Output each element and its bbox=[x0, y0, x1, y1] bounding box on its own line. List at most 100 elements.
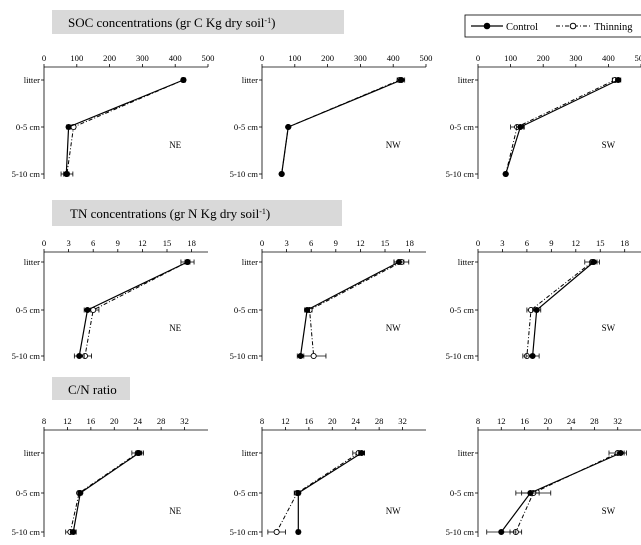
legend-box bbox=[464, 14, 641, 38]
y-tick-label: 0-5 cm bbox=[234, 305, 258, 315]
thinning-line bbox=[276, 452, 359, 533]
thinning-point bbox=[310, 352, 317, 360]
y-tick-label: 5-10 cm bbox=[12, 351, 41, 361]
control-line bbox=[65, 79, 184, 175]
x-tick-label: 500 bbox=[202, 53, 215, 63]
tn-title-text: TN concentrations (gr N Kg dry soil bbox=[70, 206, 260, 221]
x-tick-label: 12 bbox=[281, 416, 290, 426]
x-tick-label: 24 bbox=[567, 416, 576, 426]
x-tick-label: 0 bbox=[42, 53, 46, 63]
y-tick-label: litter bbox=[24, 257, 40, 267]
x-tick-label: 200 bbox=[537, 53, 550, 63]
control-point bbox=[615, 76, 622, 84]
x-tick-label: 20 bbox=[544, 416, 553, 426]
x-tick-label: 18 bbox=[405, 238, 414, 248]
x-tick-label: 200 bbox=[103, 53, 116, 63]
control-point bbox=[295, 489, 302, 497]
x-tick-label: 200 bbox=[321, 53, 334, 63]
x-tick-label: 8 bbox=[260, 416, 264, 426]
x-tick-label: 16 bbox=[520, 416, 529, 426]
control-point bbox=[527, 489, 534, 497]
legend-control-marker bbox=[483, 22, 491, 30]
x-tick-label: 400 bbox=[602, 53, 615, 63]
panel-nw-r1: 0 3 6 9 12 15 18 litter 0-5 cm 5-10 cm NW bbox=[230, 238, 426, 361]
panel-nw-r2: 8 12 16 20 24 28 32 litter 0-5 cm 5-10 cm NW bbox=[230, 416, 426, 537]
x-tick-label: 3 bbox=[500, 238, 504, 248]
y-tick-label: 0-5 cm bbox=[450, 305, 474, 315]
control-point bbox=[285, 123, 292, 131]
x-tick-label: 3 bbox=[66, 238, 70, 248]
y-tick-label: litter bbox=[242, 75, 258, 85]
x-tick-label: 500 bbox=[420, 53, 433, 63]
x-tick-label: 12 bbox=[572, 238, 581, 248]
x-tick-label: 0 bbox=[476, 53, 480, 63]
control-point bbox=[180, 76, 187, 84]
control-point bbox=[70, 528, 77, 536]
y-tick-label: 5-10 cm bbox=[230, 169, 259, 179]
control-point bbox=[533, 306, 540, 314]
x-tick-label: 9 bbox=[116, 238, 120, 248]
cn-title-box bbox=[52, 377, 130, 400]
control-point bbox=[84, 306, 91, 314]
x-tick-label: 12 bbox=[356, 238, 365, 248]
panel-nw-r0: 0 100 200 300 400 500 litter 0-5 cm 5-10 cm NW bbox=[230, 53, 433, 179]
control-point bbox=[278, 170, 285, 178]
x-tick-label: 12 bbox=[497, 416, 506, 426]
x-tick-label: 0 bbox=[260, 53, 264, 63]
control-point bbox=[184, 258, 191, 266]
soc-title-text: SOC concentrations (gr C Kg dry soil bbox=[68, 15, 265, 30]
y-tick-label: 0-5 cm bbox=[450, 122, 474, 132]
panel-sw-r0: 0 100 200 300 400 500 litter 0-5 cm 5-10 cm SW bbox=[446, 53, 641, 179]
x-tick-label: 32 bbox=[180, 416, 189, 426]
control-point bbox=[398, 76, 405, 84]
y-tick-label: litter bbox=[242, 257, 258, 267]
panel-label: SW bbox=[602, 140, 616, 150]
panel-sw-r1: 0 3 6 9 12 15 18 litter 0-5 cm 5-10 cm SW bbox=[446, 238, 641, 361]
x-tick-label: 32 bbox=[613, 416, 622, 426]
x-tick-label: 16 bbox=[87, 416, 96, 426]
soc-title: SOC concentrations (gr C Kg dry soil-1) bbox=[68, 15, 275, 30]
y-tick-label: 0-5 cm bbox=[450, 488, 474, 498]
panel-label: NE bbox=[169, 323, 181, 333]
x-tick-label: 12 bbox=[63, 416, 72, 426]
x-tick-label: 32 bbox=[398, 416, 407, 426]
x-tick-label: 8 bbox=[476, 416, 480, 426]
legend: Control Thinning bbox=[464, 14, 641, 38]
control-point bbox=[395, 258, 402, 266]
thinning-line bbox=[84, 261, 188, 357]
panel-label: NE bbox=[169, 506, 181, 516]
thinning-line bbox=[281, 79, 400, 175]
x-tick-label: 20 bbox=[328, 416, 337, 426]
x-tick-label: 0 bbox=[42, 238, 46, 248]
panel-label: NW bbox=[386, 323, 401, 333]
control-point bbox=[358, 449, 365, 457]
x-tick-label: 12 bbox=[138, 238, 147, 248]
x-tick-label: 28 bbox=[375, 416, 384, 426]
x-tick-label: 300 bbox=[354, 53, 367, 63]
x-tick-label: 3 bbox=[284, 238, 288, 248]
thinning-line bbox=[309, 261, 402, 357]
x-tick-label: 28 bbox=[590, 416, 599, 426]
y-tick-label: 5-10 cm bbox=[230, 527, 259, 537]
tn-title-superscript: -1 bbox=[259, 207, 266, 216]
control-point bbox=[529, 352, 536, 360]
x-tick-label: 28 bbox=[157, 416, 166, 426]
control-point bbox=[590, 258, 597, 266]
y-tick-label: litter bbox=[458, 75, 474, 85]
control-point bbox=[63, 170, 70, 178]
x-tick-label: 0 bbox=[260, 238, 264, 248]
control-point bbox=[135, 449, 142, 457]
y-tick-label: 0-5 cm bbox=[234, 488, 258, 498]
x-tick-label: 6 bbox=[309, 238, 314, 248]
y-tick-label: litter bbox=[24, 75, 40, 85]
panel-label: NW bbox=[386, 140, 401, 150]
control-line bbox=[500, 452, 621, 533]
x-tick-label: 20 bbox=[110, 416, 119, 426]
y-tick-label: litter bbox=[242, 448, 258, 458]
panel-label: SW bbox=[602, 323, 616, 333]
y-tick-label: 5-10 cm bbox=[230, 351, 259, 361]
y-tick-label: 5-10 cm bbox=[446, 527, 475, 537]
x-tick-label: 24 bbox=[351, 416, 360, 426]
control-point bbox=[502, 170, 509, 178]
